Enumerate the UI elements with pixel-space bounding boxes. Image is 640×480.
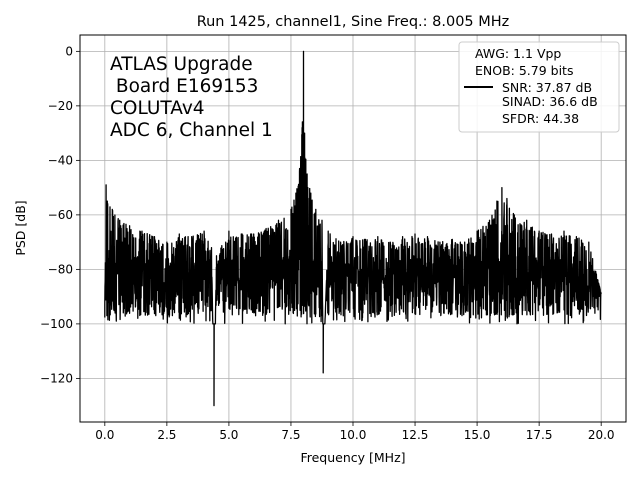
legend-entry-snr: SNR: 37.87 dB <box>502 80 592 95</box>
y-tick-label: −60 <box>48 208 73 222</box>
annotation-line-3: COLUTAv4 <box>110 98 205 119</box>
x-tick-label: 7.5 <box>281 428 300 442</box>
x-tick-label: 15.0 <box>464 428 491 442</box>
y-tick-label: 0 <box>65 44 73 58</box>
legend-entry-awg: AWG: 1.1 Vpp <box>475 46 561 61</box>
psd-series-line <box>104 50 602 407</box>
y-tick-label: −100 <box>40 317 73 331</box>
x-axis-label: Frequency [MHz] <box>300 450 405 465</box>
legend-entry-sfdr: SFDR: 44.38 <box>502 111 579 126</box>
annotation-text: ATLAS Upgrade Board E169153 COLUTAv4 ADC… <box>110 54 273 141</box>
x-tick-label: 10.0 <box>340 428 367 442</box>
x-tick-label: 5.0 <box>219 428 238 442</box>
annotation-line-1: ATLAS Upgrade <box>110 54 253 75</box>
legend: AWG: 1.1 Vpp ENOB: 5.79 bits SNR: 37.87 … <box>458 41 620 133</box>
y-axis-ticks: −120 −100 −80 −60 −40 −20 0 <box>40 44 80 385</box>
x-tick-label: 12.5 <box>402 428 429 442</box>
x-tick-label: 0.0 <box>95 428 114 442</box>
chart-title: Run 1425, channel1, Sine Freq.: 8.005 MH… <box>197 14 510 30</box>
legend-entry-sinad: SINAD: 36.6 dB <box>502 94 598 109</box>
x-axis-ticks: 0.0 2.5 5.0 7.5 10.0 12.5 15.0 17.5 20.0 <box>95 422 615 442</box>
plot-area <box>104 50 602 407</box>
x-tick-label: 17.5 <box>526 428 553 442</box>
y-tick-label: −120 <box>40 371 73 385</box>
legend-entry-enob: ENOB: 5.79 bits <box>475 63 573 78</box>
y-tick-label: −20 <box>48 99 73 113</box>
x-tick-label: 2.5 <box>157 428 176 442</box>
x-tick-label: 20.0 <box>588 428 615 442</box>
y-tick-label: −40 <box>48 153 73 167</box>
annotation-line-2: Board E169153 <box>110 76 258 97</box>
legend-box <box>458 41 620 133</box>
y-axis-label: PSD [dB] <box>13 200 28 255</box>
annotation-line-4: ADC 6, Channel 1 <box>110 120 273 141</box>
y-tick-label: −80 <box>48 262 73 276</box>
